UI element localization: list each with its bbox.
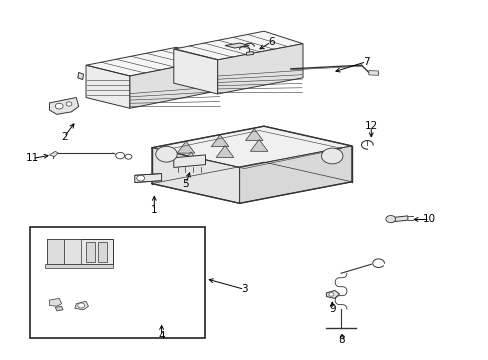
Polygon shape — [47, 239, 64, 264]
Circle shape — [385, 216, 395, 223]
Text: 3: 3 — [241, 284, 247, 294]
Polygon shape — [47, 239, 113, 264]
Circle shape — [78, 303, 84, 308]
Text: 7: 7 — [363, 57, 369, 67]
Text: 5: 5 — [183, 179, 189, 189]
Text: 6: 6 — [267, 37, 274, 47]
Polygon shape — [246, 51, 253, 55]
Polygon shape — [250, 139, 267, 151]
Polygon shape — [177, 141, 194, 153]
Circle shape — [321, 148, 342, 164]
Polygon shape — [78, 72, 83, 80]
Polygon shape — [86, 47, 220, 76]
Text: 9: 9 — [328, 304, 335, 314]
Polygon shape — [217, 44, 303, 94]
Polygon shape — [368, 71, 378, 75]
Polygon shape — [75, 301, 88, 310]
Polygon shape — [224, 43, 249, 48]
Text: 8: 8 — [338, 334, 345, 345]
Polygon shape — [216, 145, 233, 157]
Polygon shape — [44, 264, 113, 268]
Polygon shape — [390, 216, 407, 222]
Polygon shape — [64, 239, 81, 264]
Polygon shape — [152, 126, 351, 167]
Circle shape — [66, 102, 72, 106]
Circle shape — [116, 152, 124, 159]
Polygon shape — [182, 152, 199, 164]
Bar — [86, 242, 95, 262]
Polygon shape — [135, 174, 161, 183]
Polygon shape — [55, 306, 63, 311]
Circle shape — [328, 293, 333, 296]
Text: 10: 10 — [423, 215, 435, 224]
Text: 1: 1 — [151, 206, 157, 216]
Polygon shape — [173, 31, 303, 60]
Circle shape — [125, 154, 132, 159]
Polygon shape — [211, 135, 228, 147]
Polygon shape — [152, 148, 239, 203]
Text: 12: 12 — [364, 121, 377, 131]
Text: 11: 11 — [26, 153, 39, 163]
Polygon shape — [239, 146, 351, 203]
Polygon shape — [173, 155, 205, 167]
Polygon shape — [86, 65, 130, 108]
Text: 4: 4 — [158, 331, 164, 341]
Polygon shape — [130, 58, 220, 108]
Circle shape — [156, 146, 177, 162]
Circle shape — [137, 175, 144, 181]
Polygon shape — [245, 129, 263, 140]
Text: 2: 2 — [61, 132, 67, 142]
Polygon shape — [173, 49, 217, 94]
Circle shape — [55, 103, 63, 109]
Polygon shape — [326, 291, 339, 298]
Polygon shape — [49, 298, 61, 306]
Polygon shape — [49, 98, 79, 114]
Bar — [98, 242, 107, 262]
Bar — [30, 226, 205, 338]
Polygon shape — [49, 151, 58, 157]
